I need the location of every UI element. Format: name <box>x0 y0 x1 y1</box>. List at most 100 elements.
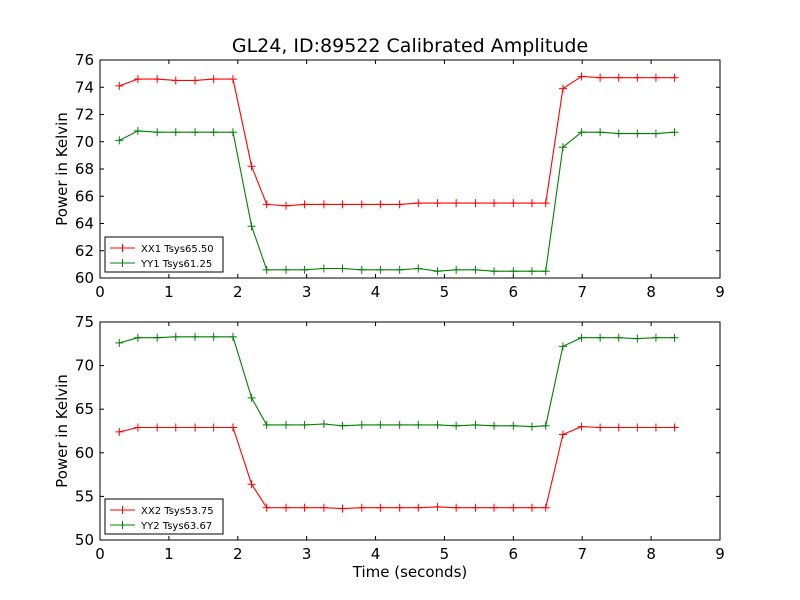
legend: XX2 Tsys53.75 YY2 Tsys63.67 <box>104 498 224 535</box>
data-point <box>191 128 200 137</box>
y-tick-label: 70 <box>75 133 94 151</box>
data-point <box>319 503 328 512</box>
data-point <box>414 420 423 429</box>
y-tick-label: 55 <box>75 487 94 505</box>
y-tick-label: 50 <box>75 531 94 549</box>
x-tick-label: 9 <box>715 545 725 563</box>
data-point <box>115 338 124 347</box>
legend-box <box>104 236 224 273</box>
data-point <box>282 503 290 512</box>
data-point <box>357 265 366 274</box>
data-point <box>558 143 567 152</box>
data-point <box>338 200 347 209</box>
data-point <box>171 76 180 85</box>
data-point <box>490 267 499 276</box>
legend-marker <box>118 244 127 252</box>
data-point <box>558 430 567 439</box>
data-point <box>527 422 536 431</box>
data-point <box>338 264 347 273</box>
x-tick-label: 2 <box>233 283 243 301</box>
data-point <box>209 75 218 84</box>
data-point <box>115 136 124 145</box>
data-point <box>541 421 550 430</box>
data-point <box>596 128 605 137</box>
data-point <box>614 73 623 82</box>
data-point <box>319 264 328 273</box>
data-point <box>558 84 567 93</box>
x-tick-label: 4 <box>371 545 381 563</box>
data-point <box>577 72 586 81</box>
data-point <box>433 267 442 276</box>
y-tick-label: 70 <box>75 357 94 375</box>
x-tick-label: 5 <box>440 545 450 563</box>
legend-label: YY1 Tsys61.25 <box>140 259 212 270</box>
data-point <box>376 265 385 274</box>
axes-frame <box>99 321 721 541</box>
data-point <box>395 265 404 274</box>
data-point <box>209 423 218 432</box>
data-point <box>153 75 162 84</box>
data-point <box>357 503 366 512</box>
data-point <box>577 128 586 137</box>
data-point <box>300 265 309 274</box>
data-point <box>471 420 480 429</box>
subplot-2: 0 1 2 3 4 5 6 7 8 9 50 55 60 65 70 75 Power in Kelvin Tim… <box>53 313 725 581</box>
data-point <box>171 332 180 341</box>
data-point <box>247 222 256 231</box>
data-point <box>247 162 256 171</box>
data-point <box>300 420 309 429</box>
data-point <box>395 503 404 512</box>
data-point <box>228 332 237 341</box>
data-point <box>153 128 162 137</box>
data-point <box>153 333 162 342</box>
data-point <box>115 81 124 90</box>
legend-marker <box>118 259 127 267</box>
data-point <box>633 73 642 82</box>
data-point <box>191 423 200 432</box>
data-point <box>228 75 237 84</box>
legend-label: XX2 Tsys53.75 <box>141 506 214 517</box>
data-point <box>282 265 290 274</box>
legend-box <box>104 498 224 535</box>
data-point <box>262 265 271 274</box>
data-point <box>414 503 423 512</box>
data-point <box>651 333 660 342</box>
x-tick-label: 7 <box>577 545 587 563</box>
data-point <box>319 420 328 429</box>
data-point <box>395 200 404 209</box>
data-point <box>651 129 660 138</box>
data-point <box>596 73 605 82</box>
data-point <box>115 427 124 436</box>
y-tick-label: 60 <box>75 269 94 287</box>
data-point <box>633 334 642 343</box>
data-point <box>282 420 290 429</box>
data-point <box>133 333 142 342</box>
y-axis-label: Power in Kelvin <box>53 112 71 226</box>
data-point <box>433 199 442 208</box>
x-tick-label: 8 <box>646 283 656 301</box>
data-point <box>509 421 518 430</box>
data-point <box>490 421 499 430</box>
subplot-1: 0 1 2 3 4 5 6 7 8 9 60 62 64 66 68 70 72 74 76 Power in Kel… <box>53 51 725 301</box>
data-point <box>670 128 679 137</box>
data-point <box>541 267 550 276</box>
data-point <box>614 333 623 342</box>
data-point <box>527 267 536 276</box>
x-tick-label: 6 <box>509 283 519 301</box>
data-point <box>509 199 518 208</box>
x-tick-label: 0 <box>95 545 105 563</box>
data-point <box>433 502 442 511</box>
data-point <box>633 423 642 432</box>
x-tick-label: 4 <box>371 283 381 301</box>
data-point <box>191 332 200 341</box>
data-point <box>541 199 550 208</box>
data-point <box>670 73 679 82</box>
data-point <box>577 422 586 431</box>
y-tick-label: 74 <box>75 78 94 96</box>
y-tick-label: 66 <box>75 187 94 205</box>
figure-title: GL24, ID:89522 Calibrated Amplitude <box>232 35 588 57</box>
data-point <box>319 200 328 209</box>
data-point <box>452 421 461 430</box>
x-tick-label: 1 <box>164 283 174 301</box>
y-tick-label: 64 <box>75 215 94 233</box>
